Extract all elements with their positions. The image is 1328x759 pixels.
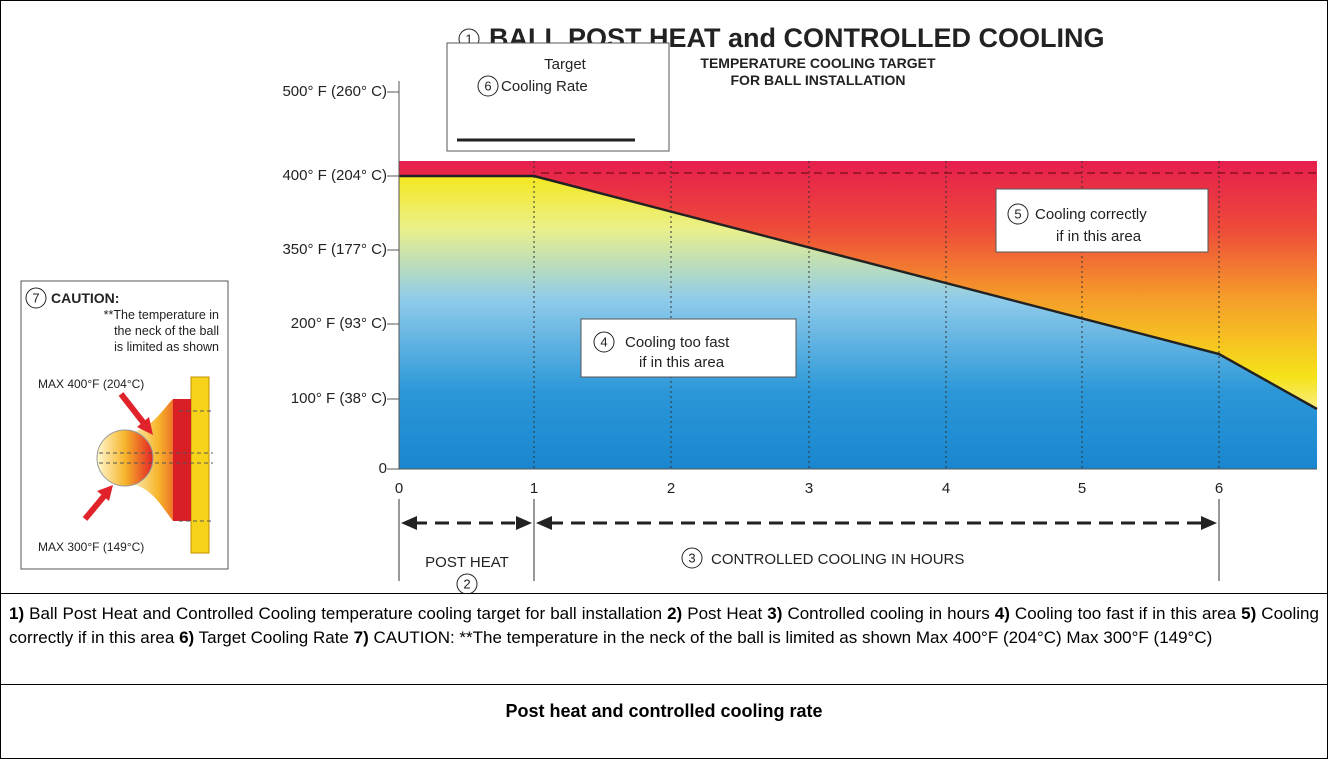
callout-circle [1007,203,1029,225]
x-label: 0 [395,480,403,497]
max-label: MAX 300°F (149°C) [38,540,144,554]
caption-number: 2) [667,604,683,623]
zone-label: if in this area [639,354,725,371]
caption-number: 5) [1241,604,1257,623]
caption: 1) Ball Post Heat and Controlled Cooling… [1,594,1327,685]
caption-number: 7) [353,628,369,647]
max-label: MAX 400°F (204°C) [38,377,144,391]
caption-text: Ball Post Heat and Controlled Cooling te… [29,604,663,623]
figure-title: Post heat and controlled cooling rate [505,701,823,721]
y-label: 350° F (177° C) [282,241,387,258]
callout-circle [593,331,615,353]
caption-text: Cooling too fast if in this area [1014,604,1237,623]
legend-text: Cooling Rate [501,78,588,95]
x-labels: 0 1 2 3 4 5 6 [395,480,1223,497]
diagram: 1 BALL POST HEAT and CONTROLLED COOLING … [20,23,1318,595]
caption-number: 1) [9,604,25,623]
x-label: 6 [1215,480,1223,497]
label-box [580,318,797,378]
callout-number: 2 [463,576,470,591]
x-label: 2 [667,480,675,497]
post-heat-label: POST HEAT [425,554,509,571]
callout-circle [681,547,703,569]
caption-text: Controlled cooling in hours [787,604,990,623]
zone-label: Cooling too fast [625,334,730,351]
target-cooling-rate [399,174,1318,411]
zone-label: if in this area [1056,228,1142,245]
legend-text: Target [544,56,587,73]
callout-circle [477,75,499,97]
caution-text: the neck of the ball [114,324,219,338]
caption-text: Cooling correctly if in this area [9,604,1319,647]
y-label: 500° F (260° C) [282,83,387,100]
x-label: 3 [805,480,813,497]
callout-number: 1 [465,31,472,46]
caption-text: CAUTION: **The temperature in the neck o… [373,628,1213,647]
cooling-label: CONTROLLED COOLING IN HOURS [711,551,964,568]
callout-number: 6 [484,78,491,93]
caption-number: 6) [179,628,195,647]
arrow-heads [401,516,1217,530]
caution-heading: CAUTION: [51,290,119,306]
callout-number: 4 [600,334,607,349]
span-marks [398,499,1220,581]
caution-text: **The temperature in [104,308,219,322]
zone-label: Cooling correctly [1035,206,1147,223]
figure: 1 BALL POST HEAT and CONTROLLED COOLING … [1,1,1327,595]
caution-text: is limited as shown [114,340,219,354]
ball-illustration [82,376,213,554]
caption-text: Target Cooling Rate [198,628,349,647]
label-box [995,188,1209,253]
y-label: 0 [379,460,387,477]
x-label: 5 [1078,480,1086,497]
caption-text: Post Heat [687,604,763,623]
caption-number: 3) [767,604,783,623]
y-labels: 500° F (260° C) 400° F (204° C) 350° F (17… [282,83,399,477]
callout-number: 7 [32,290,39,305]
callout-circle [25,287,47,309]
callout-number: 5 [1014,206,1021,221]
subtitle: FOR BALL INSTALLATION [731,72,906,88]
x-label: 4 [942,480,950,497]
y-label: 200° F (93° C) [291,315,387,332]
callout-number: 3 [688,550,695,565]
caption-number: 4) [994,604,1010,623]
subtitle: TEMPERATURE COOLING TARGET [700,55,936,71]
y-label: 400° F (204° C) [282,167,387,184]
fast-zone [399,176,1317,469]
legend-box [446,42,670,152]
x-label: 1 [530,480,538,497]
y-label: 100° F (38° C) [291,390,387,407]
